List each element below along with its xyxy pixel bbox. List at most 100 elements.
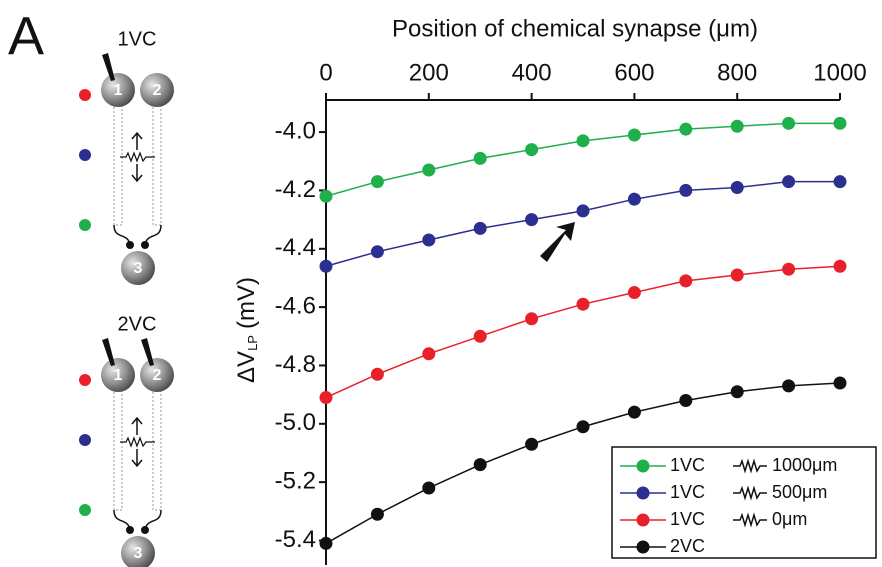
- data-point: [730, 119, 744, 133]
- neurite: [113, 389, 123, 511]
- diagrams: 1VC 1 2 3 2VC 1 2 3: [79, 28, 174, 567]
- data-point: [679, 122, 693, 136]
- legend-extra-label: 0μm: [772, 509, 807, 529]
- data-point: [576, 297, 590, 311]
- neuron: [101, 358, 135, 392]
- x-tick-label: 1000: [813, 59, 866, 86]
- series-line: [325, 265, 841, 399]
- arrow-annotation: [540, 222, 575, 262]
- synapse: [126, 526, 134, 534]
- data-point: [370, 175, 384, 189]
- neurite-end: [113, 224, 162, 246]
- neurite-end: [113, 509, 162, 531]
- data-point: [782, 175, 796, 189]
- data-point: [576, 134, 590, 148]
- data-point: [833, 175, 847, 189]
- data-point: [679, 183, 693, 197]
- arrow-down: [131, 164, 143, 183]
- data-point: [525, 312, 539, 326]
- legend-label: 1VC: [670, 509, 705, 529]
- x-tick-label: 800: [717, 59, 757, 86]
- neuron-label: 1: [114, 82, 123, 99]
- neuron-label: 2: [153, 82, 162, 99]
- data-point: [370, 245, 384, 259]
- compartment-dot: [79, 149, 91, 161]
- y-tick-label: -4.8: [275, 351, 316, 378]
- data-point: [370, 507, 384, 521]
- data-point: [730, 268, 744, 282]
- legend-marker: [636, 513, 650, 527]
- data-point: [319, 391, 333, 405]
- data-point: [730, 385, 744, 399]
- x-tick-label: 600: [614, 59, 654, 86]
- legend-zigzag: [733, 512, 767, 528]
- synapse: [126, 241, 134, 249]
- neurite: [152, 389, 162, 511]
- series-line: [325, 180, 840, 268]
- compartment-dot: [79, 434, 91, 446]
- data-point: [679, 274, 693, 288]
- data-point: [473, 458, 487, 472]
- neurite: [113, 104, 123, 226]
- panel-label: A: [8, 6, 44, 66]
- y-tick-label: -4.0: [275, 117, 316, 144]
- arrow-up: [131, 416, 143, 435]
- legend-marker: [636, 540, 650, 554]
- neuron: [121, 536, 155, 567]
- data-point: [319, 259, 333, 273]
- synapse-zigzag: [120, 151, 155, 163]
- data-point: [525, 213, 539, 227]
- neuron-label: 3: [134, 545, 143, 562]
- diagram-label: 1VC: [118, 28, 157, 50]
- y-axis-title: ΔVLP (mV): [233, 277, 260, 383]
- synapse: [141, 241, 149, 249]
- y-tick-label: -5.0: [275, 409, 316, 436]
- data-point: [525, 437, 539, 451]
- data-point: [422, 163, 436, 177]
- legend-zigzag: [733, 485, 767, 501]
- electrode: [102, 53, 115, 81]
- data-point: [422, 347, 436, 361]
- data-point: [627, 286, 641, 300]
- data-point: [576, 204, 590, 218]
- legend-marker: [636, 486, 650, 500]
- data-point: [833, 376, 847, 390]
- synapse: [141, 526, 149, 534]
- synapse-zigzag: [120, 436, 155, 448]
- y-label-main: ΔV: [233, 351, 260, 383]
- neurite: [152, 104, 162, 226]
- legend-label: 1VC: [670, 455, 705, 475]
- y-tick-label: -5.4: [275, 526, 316, 553]
- data-point: [473, 329, 487, 343]
- arrow-down: [131, 449, 143, 468]
- y-label-sub: LP: [245, 335, 260, 351]
- x-tick-label: 400: [512, 59, 552, 86]
- data-point: [833, 259, 847, 273]
- data-point: [473, 151, 487, 165]
- neuron: [140, 358, 174, 392]
- compartment-dot: [79, 219, 91, 231]
- neuron: [101, 73, 135, 107]
- legend-extra-label: 500μm: [772, 482, 827, 502]
- legend-label: 1VC: [670, 482, 705, 502]
- legend-label: 2VC: [670, 536, 705, 556]
- data-point: [782, 262, 796, 276]
- arrow-up: [131, 131, 143, 150]
- y-tick-label: -4.4: [275, 234, 316, 261]
- compartment-dot: [79, 504, 91, 516]
- y-tick-label: -4.6: [275, 292, 316, 319]
- legend-extra-label: 1000μm: [772, 455, 837, 475]
- data-point: [525, 143, 539, 157]
- data-point: [473, 221, 487, 235]
- data-point: [422, 233, 436, 247]
- data-point: [627, 192, 641, 206]
- compartment-dot: [79, 374, 91, 386]
- data-point: [576, 420, 590, 434]
- compartment-dot: [79, 89, 91, 101]
- y-tick-label: -4.2: [275, 176, 316, 203]
- data-point: [422, 481, 436, 495]
- legend-zigzag: [733, 458, 767, 474]
- diagram-label: 2VC: [118, 313, 157, 335]
- data-point: [782, 116, 796, 130]
